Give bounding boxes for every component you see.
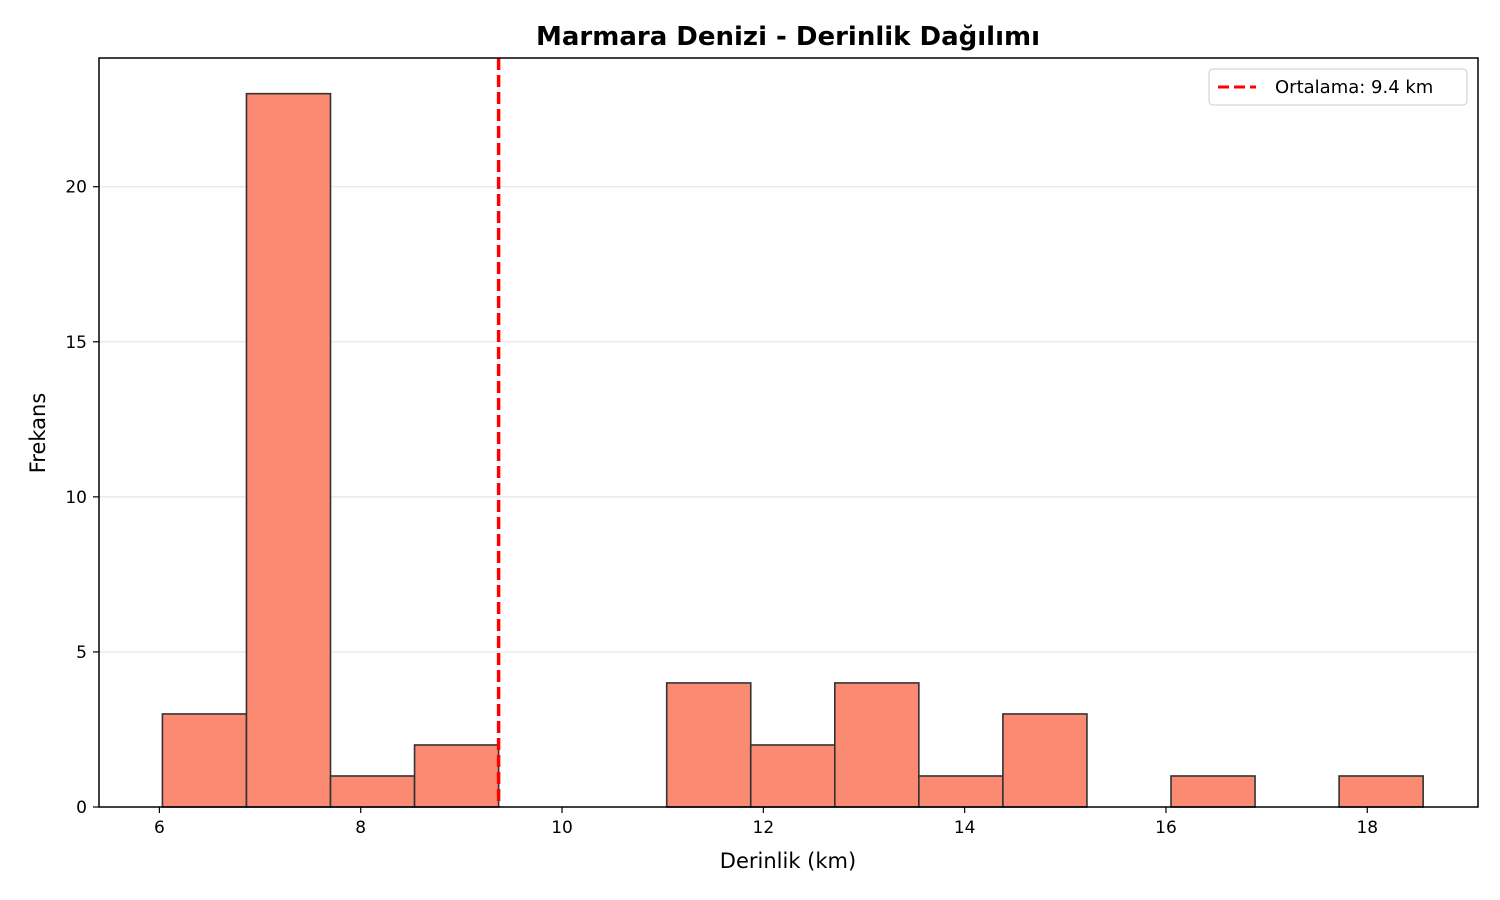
histogram-bars: [161, 92, 1424, 808]
histogram-bar: [161, 713, 248, 808]
histogram-bar: [1338, 775, 1424, 808]
plot-frame: [98, 57, 1479, 808]
x-tick-label: 14: [954, 818, 976, 838]
y-tick-label: 0: [76, 798, 87, 818]
histogram-bar: [413, 744, 500, 808]
histogram-bar: [1002, 713, 1088, 808]
y-tick-label: 5: [76, 643, 87, 663]
x-axis-ticks: 6 8 10 12 14 16 18: [154, 807, 1378, 838]
y-tick-label: 15: [65, 333, 87, 353]
legend: Ortalama: 9.4 km: [1208, 68, 1468, 106]
y-tick-label: 20: [65, 178, 87, 198]
histogram-bar: [834, 682, 920, 808]
histogram-bar: [749, 744, 836, 808]
histogram-bar: [245, 92, 332, 808]
y-tick-label: 10: [65, 488, 87, 508]
x-tick-label: 16: [1155, 818, 1177, 838]
x-tick-label: 12: [753, 818, 775, 838]
x-tick-label: 18: [1356, 818, 1378, 838]
histogram-bar: [1170, 775, 1256, 808]
legend-box: [1208, 68, 1468, 106]
histogram-bar: [665, 682, 752, 808]
histogram-bar: [329, 775, 416, 808]
x-axis-label: Derinlik (km): [720, 849, 856, 873]
x-tick-label: 6: [154, 818, 165, 838]
x-tick-label: 10: [551, 818, 573, 838]
y-axis-label: Frekans: [26, 393, 50, 474]
y-axis-ticks: 0 5 10 15 20: [65, 178, 99, 818]
chart-title: Marmara Denizi - Derinlik Dağılımı: [536, 22, 1040, 52]
legend-label-mean: Ortalama: 9.4 km: [1275, 77, 1433, 98]
histogram-bar: [918, 775, 1004, 808]
x-tick-label: 8: [355, 818, 366, 838]
